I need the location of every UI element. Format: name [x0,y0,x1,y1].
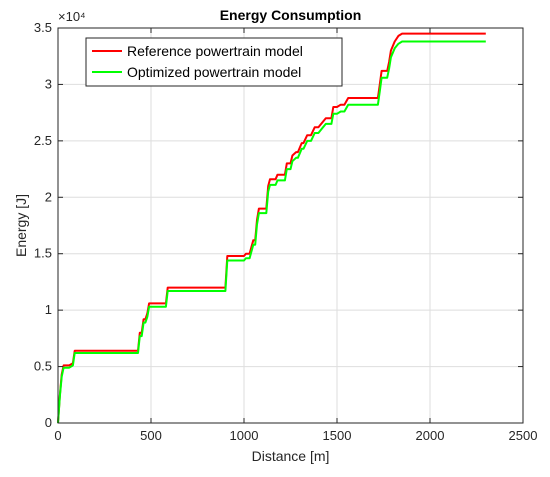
x-tick-label: 0 [54,428,61,443]
y-tick-label: 0 [45,415,52,430]
y-axis-exponent: ×10⁴ [58,9,86,24]
y-tick-label: 1.5 [34,246,52,261]
plot-area [58,28,523,423]
y-axis-label: Energy [J] [13,194,29,257]
series-line-optimized [57,40,486,424]
y-tick-label: 3 [45,76,52,91]
y-tick-label: 3.5 [34,20,52,35]
y-tick-label: 0.5 [34,359,52,374]
y-tick-label: 1 [45,302,52,317]
series-layer [57,32,486,424]
legend-box [85,37,343,87]
y-tick-label: 2.5 [34,133,52,148]
plot-frame [57,27,524,424]
series-line-reference [57,32,486,424]
x-tick-label: 2500 [509,428,538,443]
x-tick-label: 2000 [416,428,445,443]
y-tick-label: 2 [45,189,52,204]
tick-labels: 0 500 1000 1500 2000 2500 0 0.5 1 1.5 2 2.5 3 3.5 [34,20,538,443]
x-tick-label: 1000 [230,428,259,443]
legend-entry-optimized: Optimized powertrain model [127,64,301,80]
legend-entry-reference: Reference powertrain model [127,43,303,59]
x-axis-label: Distance [m] [252,448,330,464]
x-tick-label: 500 [140,428,162,443]
ticks [57,27,524,424]
chart-title: Energy Consumption [220,7,362,23]
legend: Reference powertrain model Optimized pow… [85,37,343,87]
x-tick-label: 1500 [323,428,352,443]
